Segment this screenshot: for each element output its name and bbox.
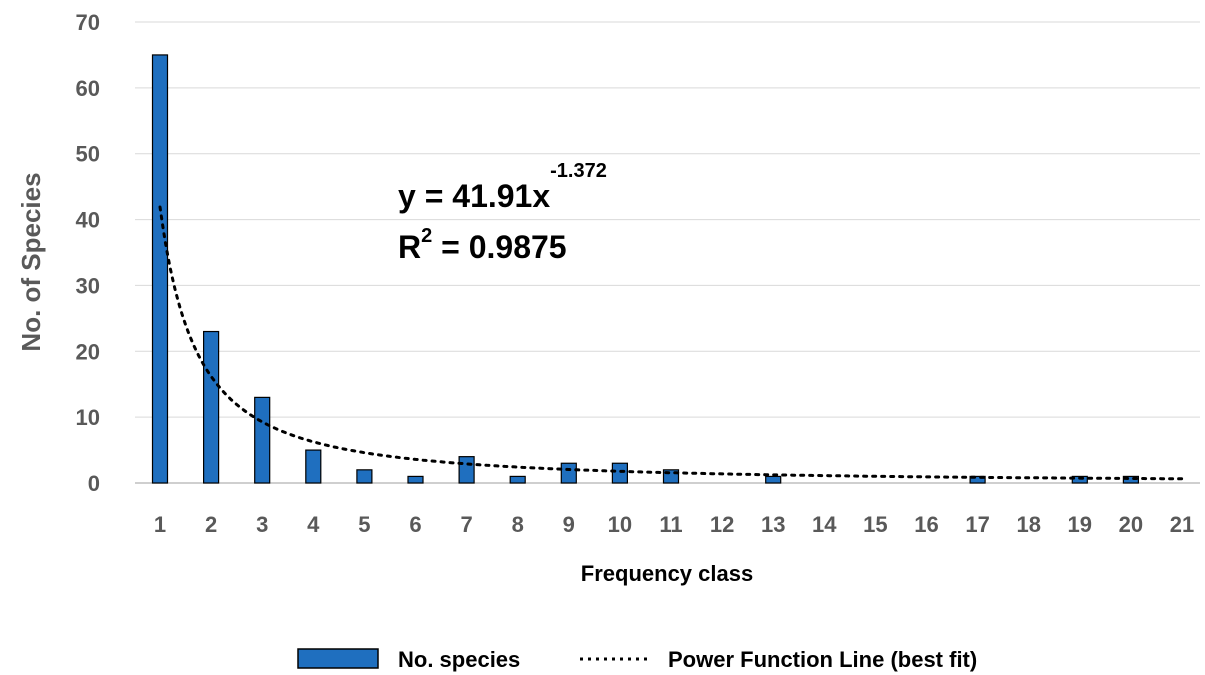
x-tick-label: 11 [659, 512, 682, 537]
y-tick-label: 10 [76, 405, 100, 430]
y-tick-label: 0 [88, 471, 100, 496]
x-tick-label: 12 [710, 512, 734, 537]
y-tick-label: 70 [76, 10, 100, 35]
y-axis-label: No. of Species [16, 172, 46, 351]
bar [305, 449, 322, 484]
x-tick-label: 21 [1170, 512, 1194, 537]
x-axis-ticks: 1 2 3 4 5 6 7 8 9 10 11 12 13 14 15 16 17 18 19 20 21 [154, 512, 1194, 537]
x-tick-label: 8 [512, 512, 524, 537]
x-tick-label: 16 [914, 512, 938, 537]
bar [151, 54, 169, 484]
x-tick-label: 2 [205, 512, 217, 537]
power-fit-line [158, 205, 1184, 481]
equation-annotation: y = 41.91x-1.372 [398, 160, 607, 214]
bar [1122, 475, 1140, 484]
bar [765, 475, 782, 484]
gridlines [135, 21, 1200, 484]
bar [356, 469, 373, 484]
bar [509, 475, 526, 484]
equation-text: y = 41.91x [398, 178, 550, 214]
x-axis-label: Frequency class [581, 561, 753, 586]
x-tick-label: 5 [358, 512, 370, 537]
bar [611, 462, 629, 484]
bar [458, 456, 475, 484]
y-axis-ticks: 0 10 20 30 40 50 60 70 [76, 10, 100, 496]
y-tick-label: 30 [76, 273, 100, 298]
bar [407, 475, 424, 484]
y-tick-label: 40 [76, 208, 100, 233]
bar [203, 330, 220, 484]
r2-superscript: 2 [421, 225, 432, 247]
r2-value: = 0.9875 [432, 229, 566, 265]
x-tick-label: 1 [154, 512, 166, 537]
bar [969, 475, 986, 484]
equation-exponent: -1.372 [550, 160, 607, 182]
legend-label-fit-line: Power Function Line (best fit) [668, 647, 977, 672]
x-tick-label: 6 [409, 512, 421, 537]
bars [151, 54, 1140, 484]
x-tick-label: 10 [608, 512, 632, 537]
x-tick-label: 18 [1016, 512, 1040, 537]
r2-label: R [398, 229, 421, 265]
bar [560, 462, 577, 484]
legend: No. species Power Function Line (best fi… [297, 647, 977, 672]
bar [1071, 475, 1088, 484]
y-tick-label: 60 [76, 76, 100, 101]
x-tick-label: 17 [965, 512, 989, 537]
y-tick-label: 20 [76, 339, 100, 364]
x-tick-label: 4 [307, 512, 320, 537]
y-tick-label: 50 [76, 142, 100, 167]
x-tick-label: 20 [1119, 512, 1143, 537]
x-tick-label: 3 [256, 512, 268, 537]
r2-annotation: R2 = 0.9875 [398, 225, 567, 265]
legend-label-bars: No. species [398, 647, 520, 672]
x-tick-label: 13 [761, 512, 785, 537]
x-tick-label: 15 [863, 512, 887, 537]
legend-swatch-bars [297, 648, 379, 669]
fit-line [158, 205, 1184, 481]
x-tick-label: 9 [563, 512, 575, 537]
bar [254, 396, 271, 484]
x-tick-label: 7 [460, 512, 472, 537]
x-tick-label: 19 [1068, 512, 1092, 537]
x-tick-label: 14 [812, 512, 837, 537]
